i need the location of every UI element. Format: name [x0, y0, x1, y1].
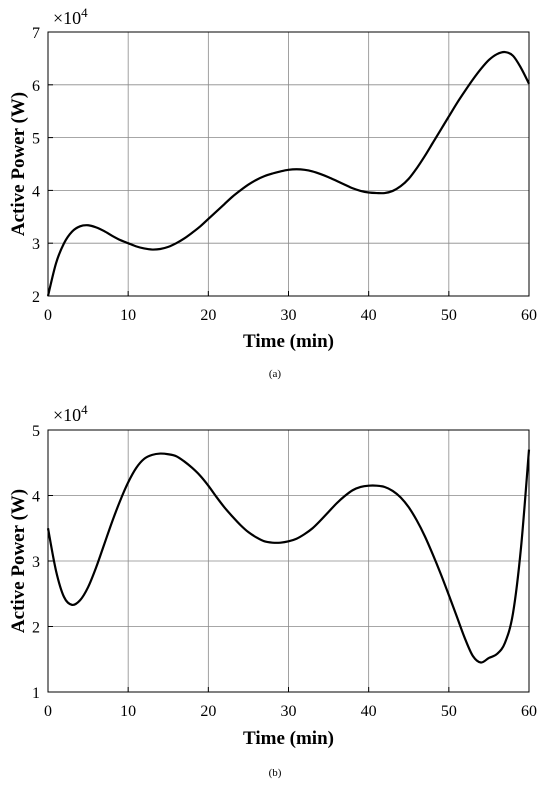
axis-multiplier: ×104: [53, 5, 88, 28]
x-tick-label: 10: [120, 703, 136, 720]
x-tick-label: 30: [281, 307, 297, 324]
x-tick-label: 50: [441, 703, 457, 720]
y-tick-label: 4: [32, 489, 40, 506]
x-tick-label: 0: [44, 703, 52, 720]
chart-panel-b: 0 10 20 30 40 50 60 1 2 3 4 5 ×104 Time (min) Active P…: [8, 402, 537, 779]
panel-caption: (b): [269, 767, 282, 779]
y-tick-label: 3: [32, 554, 40, 571]
chart-panel-a: 0 10 20 30 40 50 60 2 3 4 5 6 7 ×104 Time (min) Active …: [8, 5, 537, 380]
x-tick-label: 60: [521, 703, 537, 720]
x-tick-label: 0: [44, 307, 52, 324]
y-tick-label: 7: [32, 25, 40, 42]
y-tick-label: 2: [32, 620, 40, 637]
x-tick-label: 60: [521, 307, 537, 324]
panel-caption: (a): [269, 368, 282, 380]
x-tick-label: 40: [361, 703, 377, 720]
y-tick-label: 5: [32, 131, 40, 148]
x-tick-label: 20: [200, 307, 216, 324]
y-tick-label: 1: [32, 685, 40, 702]
y-axis-label: Active Power (W): [8, 92, 29, 236]
active-power-line: [46, 50, 530, 297]
axis-multiplier: ×104: [53, 402, 88, 425]
x-tick-label: 10: [120, 307, 136, 324]
y-tick-label: 3: [32, 236, 40, 253]
x-axis-label: Time (min): [243, 728, 334, 749]
x-tick-label: 50: [441, 307, 457, 324]
x-axis-label: Time (min): [243, 331, 334, 352]
x-tick-label: 30: [281, 703, 297, 720]
y-tick-label: 4: [32, 183, 40, 200]
active-power-line: [46, 449, 531, 664]
y-tick-label: 6: [32, 78, 40, 95]
y-axis-label: Active Power (W): [8, 489, 29, 633]
y-tick-label: 2: [32, 289, 40, 306]
x-tick-label: 20: [200, 703, 216, 720]
y-tick-label: 5: [32, 423, 40, 440]
x-tick-label: 40: [361, 307, 377, 324]
